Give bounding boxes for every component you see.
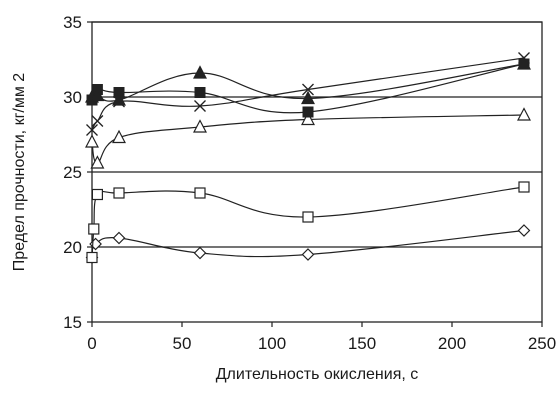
data-point-square-filled [302, 106, 314, 118]
series-square-filled [86, 58, 530, 118]
data-point-triangle-open [301, 111, 315, 126]
data-point-diamond-open [193, 246, 207, 260]
series-line-square-filled [91, 63, 525, 114]
x-tick-label: 200 [438, 334, 466, 353]
x-axis-title: Длительность окисления, с [216, 366, 419, 383]
data-point-triangle-open [193, 119, 207, 133]
x-tick-label: 50 [173, 334, 192, 353]
data-point-triangle-filled [112, 92, 126, 106]
x-tick-label: 150 [348, 334, 376, 353]
y-tick-label: 20 [63, 238, 82, 257]
grid-layer [92, 21, 542, 248]
y-tick-label: 35 [63, 13, 82, 32]
series-triangle-filled [85, 56, 531, 106]
data-point-triangle-filled [301, 90, 315, 105]
ticks-layer [87, 21, 543, 327]
data-point-triangle-filled [90, 87, 105, 102]
data-point-square-open [86, 251, 98, 264]
data-point-square-open [91, 188, 104, 201]
data-point-diamond-open [517, 224, 531, 237]
data-point-square-open [194, 187, 206, 199]
x-tick-label: 100 [258, 334, 286, 353]
data-point-triangle-filled [517, 56, 531, 70]
y-axis-title: Предел прочности, кг/мм 2 [11, 73, 28, 271]
data-point-x [86, 124, 98, 136]
x-tick-label: 0 [87, 334, 96, 353]
data-point-triangle-open [90, 155, 105, 169]
series-square-open [86, 181, 530, 264]
series-diamond-open [85, 224, 531, 264]
x-tick-label: 250 [528, 334, 556, 353]
data-point-square-open [113, 187, 125, 199]
data-point-triangle-filled [193, 65, 207, 79]
data-point-triangle-open [112, 129, 126, 144]
data-point-x [91, 115, 104, 127]
data-point-triangle-open [517, 107, 531, 121]
data-point-triangle-open [85, 134, 99, 148]
series-layer [85, 52, 531, 264]
data-point-square-open [518, 181, 530, 193]
data-point-diamond-open [301, 248, 315, 261]
data-point-square-filled [194, 87, 206, 98]
data-point-square-open [88, 223, 100, 235]
y-tick-label: 30 [63, 88, 82, 107]
labels-layer: 15 20 25 30 35 0 50 100 150 200 250 [63, 13, 556, 353]
series-triangle-open [85, 107, 531, 169]
data-point-square-open [302, 211, 314, 223]
y-tick-label: 25 [63, 163, 82, 182]
data-point-diamond-open [112, 231, 126, 245]
data-point-x [302, 83, 314, 96]
y-tick-label: 15 [63, 313, 82, 332]
data-point-x [194, 100, 206, 112]
